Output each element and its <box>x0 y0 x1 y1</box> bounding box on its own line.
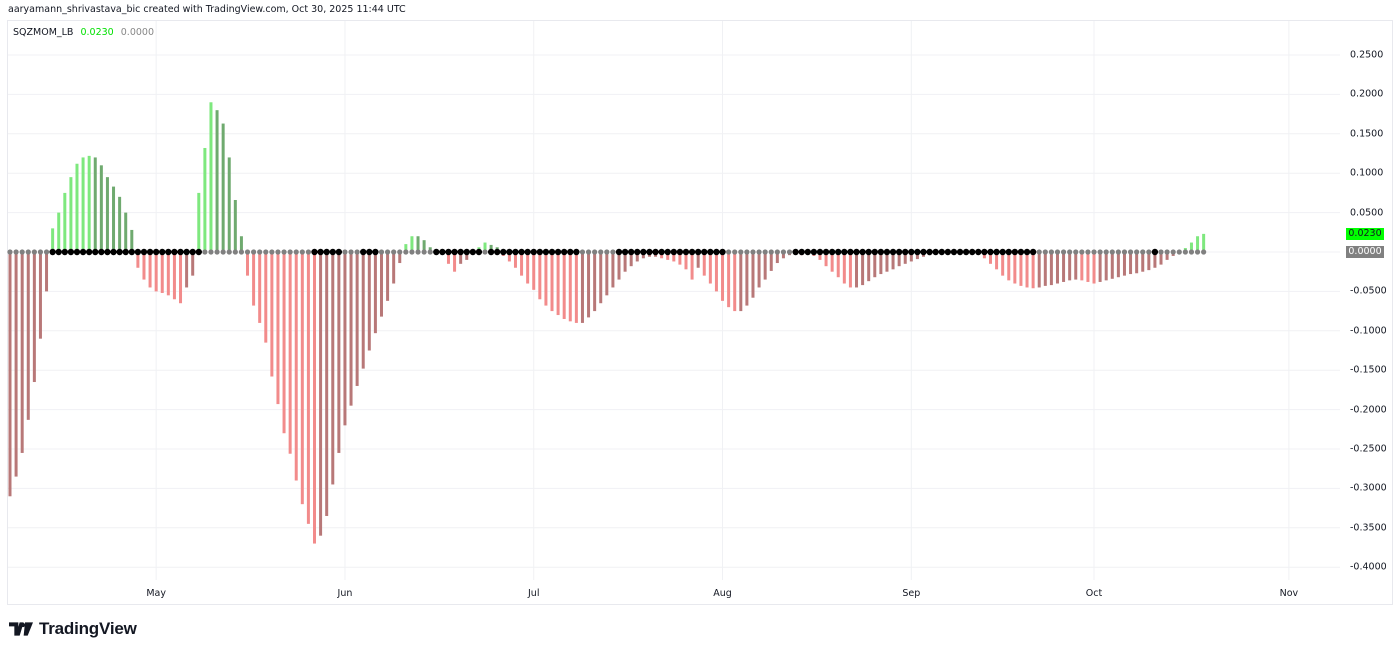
x-tick-label: Jun <box>337 588 353 599</box>
squeeze-value: 0.0000 <box>120 27 155 38</box>
y-tick-label: -0.3500 <box>1350 522 1387 534</box>
zero-value-badge: 0.0000 <box>1346 246 1384 258</box>
y-tick-label: 0.2000 <box>1350 88 1384 100</box>
chart-frame <box>7 20 1393 605</box>
tradingview-logo[interactable]: TradingView <box>9 619 137 639</box>
x-tick-label: Oct <box>1085 588 1103 599</box>
y-tick-label: 0.2500 <box>1350 49 1384 61</box>
momentum-histogram <box>8 102 1206 544</box>
y-tick-label: 0.0500 <box>1350 207 1384 219</box>
x-tick-label: Nov <box>1279 588 1299 599</box>
tradingview-logo-icon <box>9 622 33 636</box>
x-tick-label: Jul <box>528 588 540 599</box>
y-tick-label: 0.1500 <box>1350 128 1384 140</box>
y-tick-label: -0.2500 <box>1350 443 1387 455</box>
current-value-badge: 0.0230 <box>1346 227 1384 240</box>
gridlines <box>8 21 1340 580</box>
y-tick-label: -0.4000 <box>1350 561 1387 573</box>
y-tick-label: -0.3000 <box>1350 482 1387 494</box>
chart-attribution: aaryamann_shrivastava_bic created with T… <box>8 4 406 15</box>
y-tick-label: -0.0500 <box>1350 285 1387 297</box>
tradingview-brand: TradingView <box>39 619 137 638</box>
indicator-name[interactable]: SQZMOM_LB <box>13 27 74 38</box>
squeeze-dots <box>7 248 1207 256</box>
x-tick-label: Sep <box>902 588 921 599</box>
x-tick-label: Aug <box>713 588 732 599</box>
y-tick-label: -0.2000 <box>1350 404 1387 416</box>
momentum-value: 0.0230 <box>80 27 114 38</box>
indicator-legend[interactable]: SQZMOM_LB 0.0230 0.0000 <box>13 27 154 38</box>
y-tick-label: 0.1000 <box>1350 167 1384 179</box>
y-tick-label: -0.1500 <box>1350 364 1387 376</box>
y-tick-label: -0.1000 <box>1350 325 1387 337</box>
x-tick-label: May <box>146 588 166 599</box>
